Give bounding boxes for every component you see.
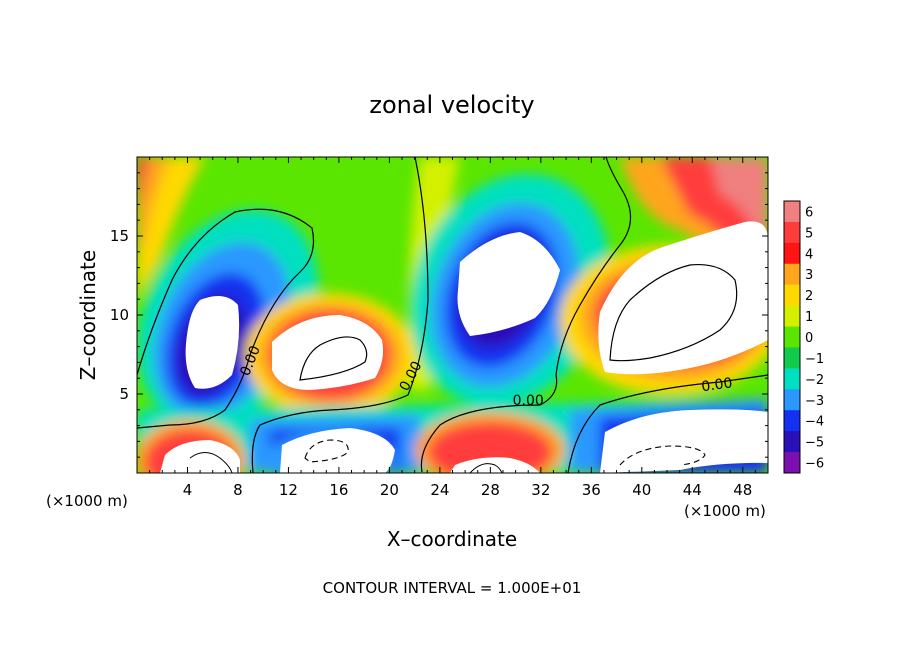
x-tick-label: 48 (733, 481, 752, 499)
colorbar-swatch (784, 347, 800, 369)
y-axis: 5 10 15 (110, 172, 768, 458)
colorbar-swatch (784, 305, 800, 328)
colorbar-swatch (784, 263, 800, 286)
colorbar-swatch (784, 452, 800, 474)
x-tick-label: 32 (531, 481, 550, 499)
colorbar-label: 2 (805, 289, 813, 304)
x-tick-label: 24 (430, 481, 449, 499)
x-units-left: (×1000 m) (46, 492, 128, 510)
x-tick-label: 40 (632, 481, 651, 499)
x-tick-label: 12 (279, 481, 298, 499)
x-tick-label: 20 (380, 481, 399, 499)
saturated-region (457, 232, 560, 336)
x-axis-label: X–coordinate (387, 527, 517, 551)
x-tick-label: 16 (329, 481, 348, 499)
x-axis: 4 8 12 16 20 24 28 32 36 40 44 48 (149, 157, 756, 499)
colorbar-frame (783, 200, 801, 474)
colorbar-label: 3 (805, 268, 813, 283)
colorbar-label: −3 (805, 394, 824, 409)
colorbar-swatch (784, 284, 800, 307)
y-tick-label: 15 (110, 227, 129, 245)
saturated-region (600, 409, 768, 473)
x-tick-label: 44 (683, 481, 702, 499)
chart-title: zonal velocity (369, 91, 534, 119)
contour-label: 0.00 (700, 375, 733, 395)
x-tick-label: 28 (481, 481, 500, 499)
x-units-right: (×1000 m) (684, 502, 766, 520)
colorbar-label: 0 (805, 331, 813, 346)
y-axis-label: Z–coordinate (76, 250, 100, 380)
saturated-region (185, 296, 240, 389)
colorbar-label: 5 (805, 226, 813, 241)
negative-contour-lines (304, 439, 706, 466)
saturated-region (280, 428, 395, 473)
colorbar-label: −2 (805, 373, 824, 388)
colorbar-swatch (784, 242, 800, 265)
x-tick-label: 36 (582, 481, 601, 499)
contour-lines (137, 157, 768, 473)
colorbar-label: −1 (805, 352, 824, 367)
saturated-region (272, 315, 384, 390)
colorbar-swatch (784, 221, 800, 244)
colorbar-swatch (784, 431, 800, 453)
heatmap-field: 0.00 0.000.000.00 (137, 157, 768, 473)
saturated-region (598, 221, 768, 375)
x-tick-label: 8 (233, 481, 243, 499)
footer-text: CONTOUR INTERVAL = 1.000E+01 (323, 579, 582, 597)
y-tick-label: 5 (119, 385, 129, 403)
contour-label: 0.00 (513, 393, 544, 409)
colorbar-label: 1 (805, 310, 813, 325)
x-tick-label: 4 (183, 481, 193, 499)
colorbar-swatch (784, 368, 800, 390)
colorbar-label: −5 (805, 436, 824, 451)
colorbar-label: −4 (805, 415, 824, 430)
colorbar-swatch (784, 201, 800, 223)
saturated-region (160, 440, 240, 473)
colorbar-swatch (784, 326, 800, 348)
y-tick-label: 10 (110, 306, 129, 324)
colorbar: 6 5 4 3 2 1 0 −1 −2 −3 −4 −5 −6 (783, 200, 824, 474)
colorbar-label: 4 (805, 247, 813, 262)
colorbar-label: −6 (805, 457, 824, 472)
colorbar-swatch (784, 410, 800, 432)
colorbar-label: 6 (805, 205, 813, 220)
colorbar-swatch (784, 389, 800, 411)
